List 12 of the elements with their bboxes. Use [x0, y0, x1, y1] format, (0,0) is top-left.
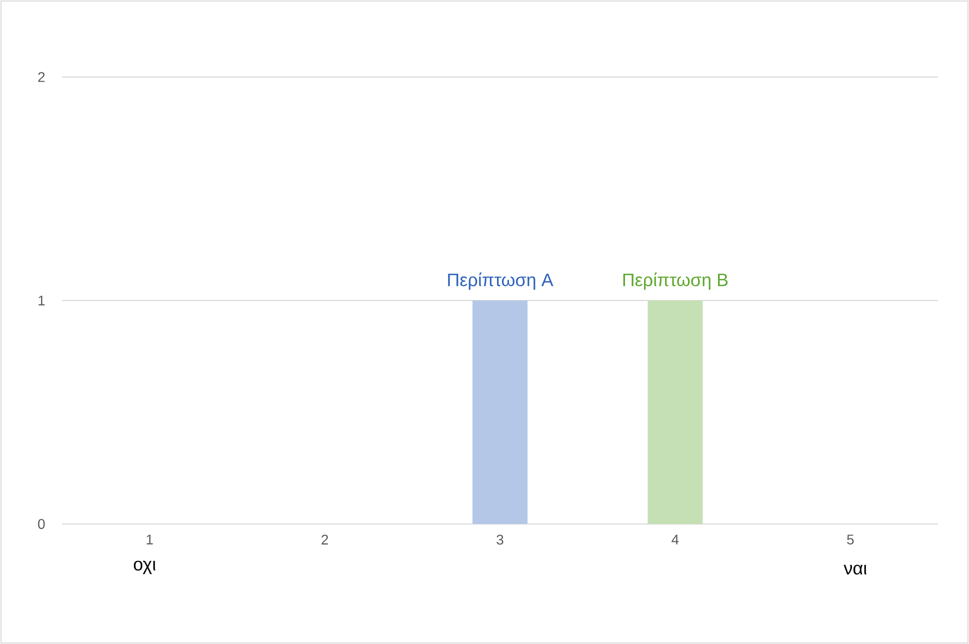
- x-tick-label: 2: [322, 534, 328, 544]
- x-tick-label: 1: [146, 534, 153, 544]
- y-tick-label: 1: [38, 296, 45, 306]
- x-tick-label: 4: [672, 534, 679, 544]
- x-tick-label: 3: [496, 534, 504, 545]
- text: ναι: [844, 564, 867, 575]
- annotation: Περίπτωση B: [623, 272, 728, 290]
- x-tick-label: 5: [847, 534, 854, 544]
- y-tick-label: 2: [38, 72, 45, 82]
- annotation: Περίπτωση A: [448, 272, 554, 290]
- y-tick-label: 0: [38, 519, 45, 529]
- text: οχι: [134, 560, 156, 574]
